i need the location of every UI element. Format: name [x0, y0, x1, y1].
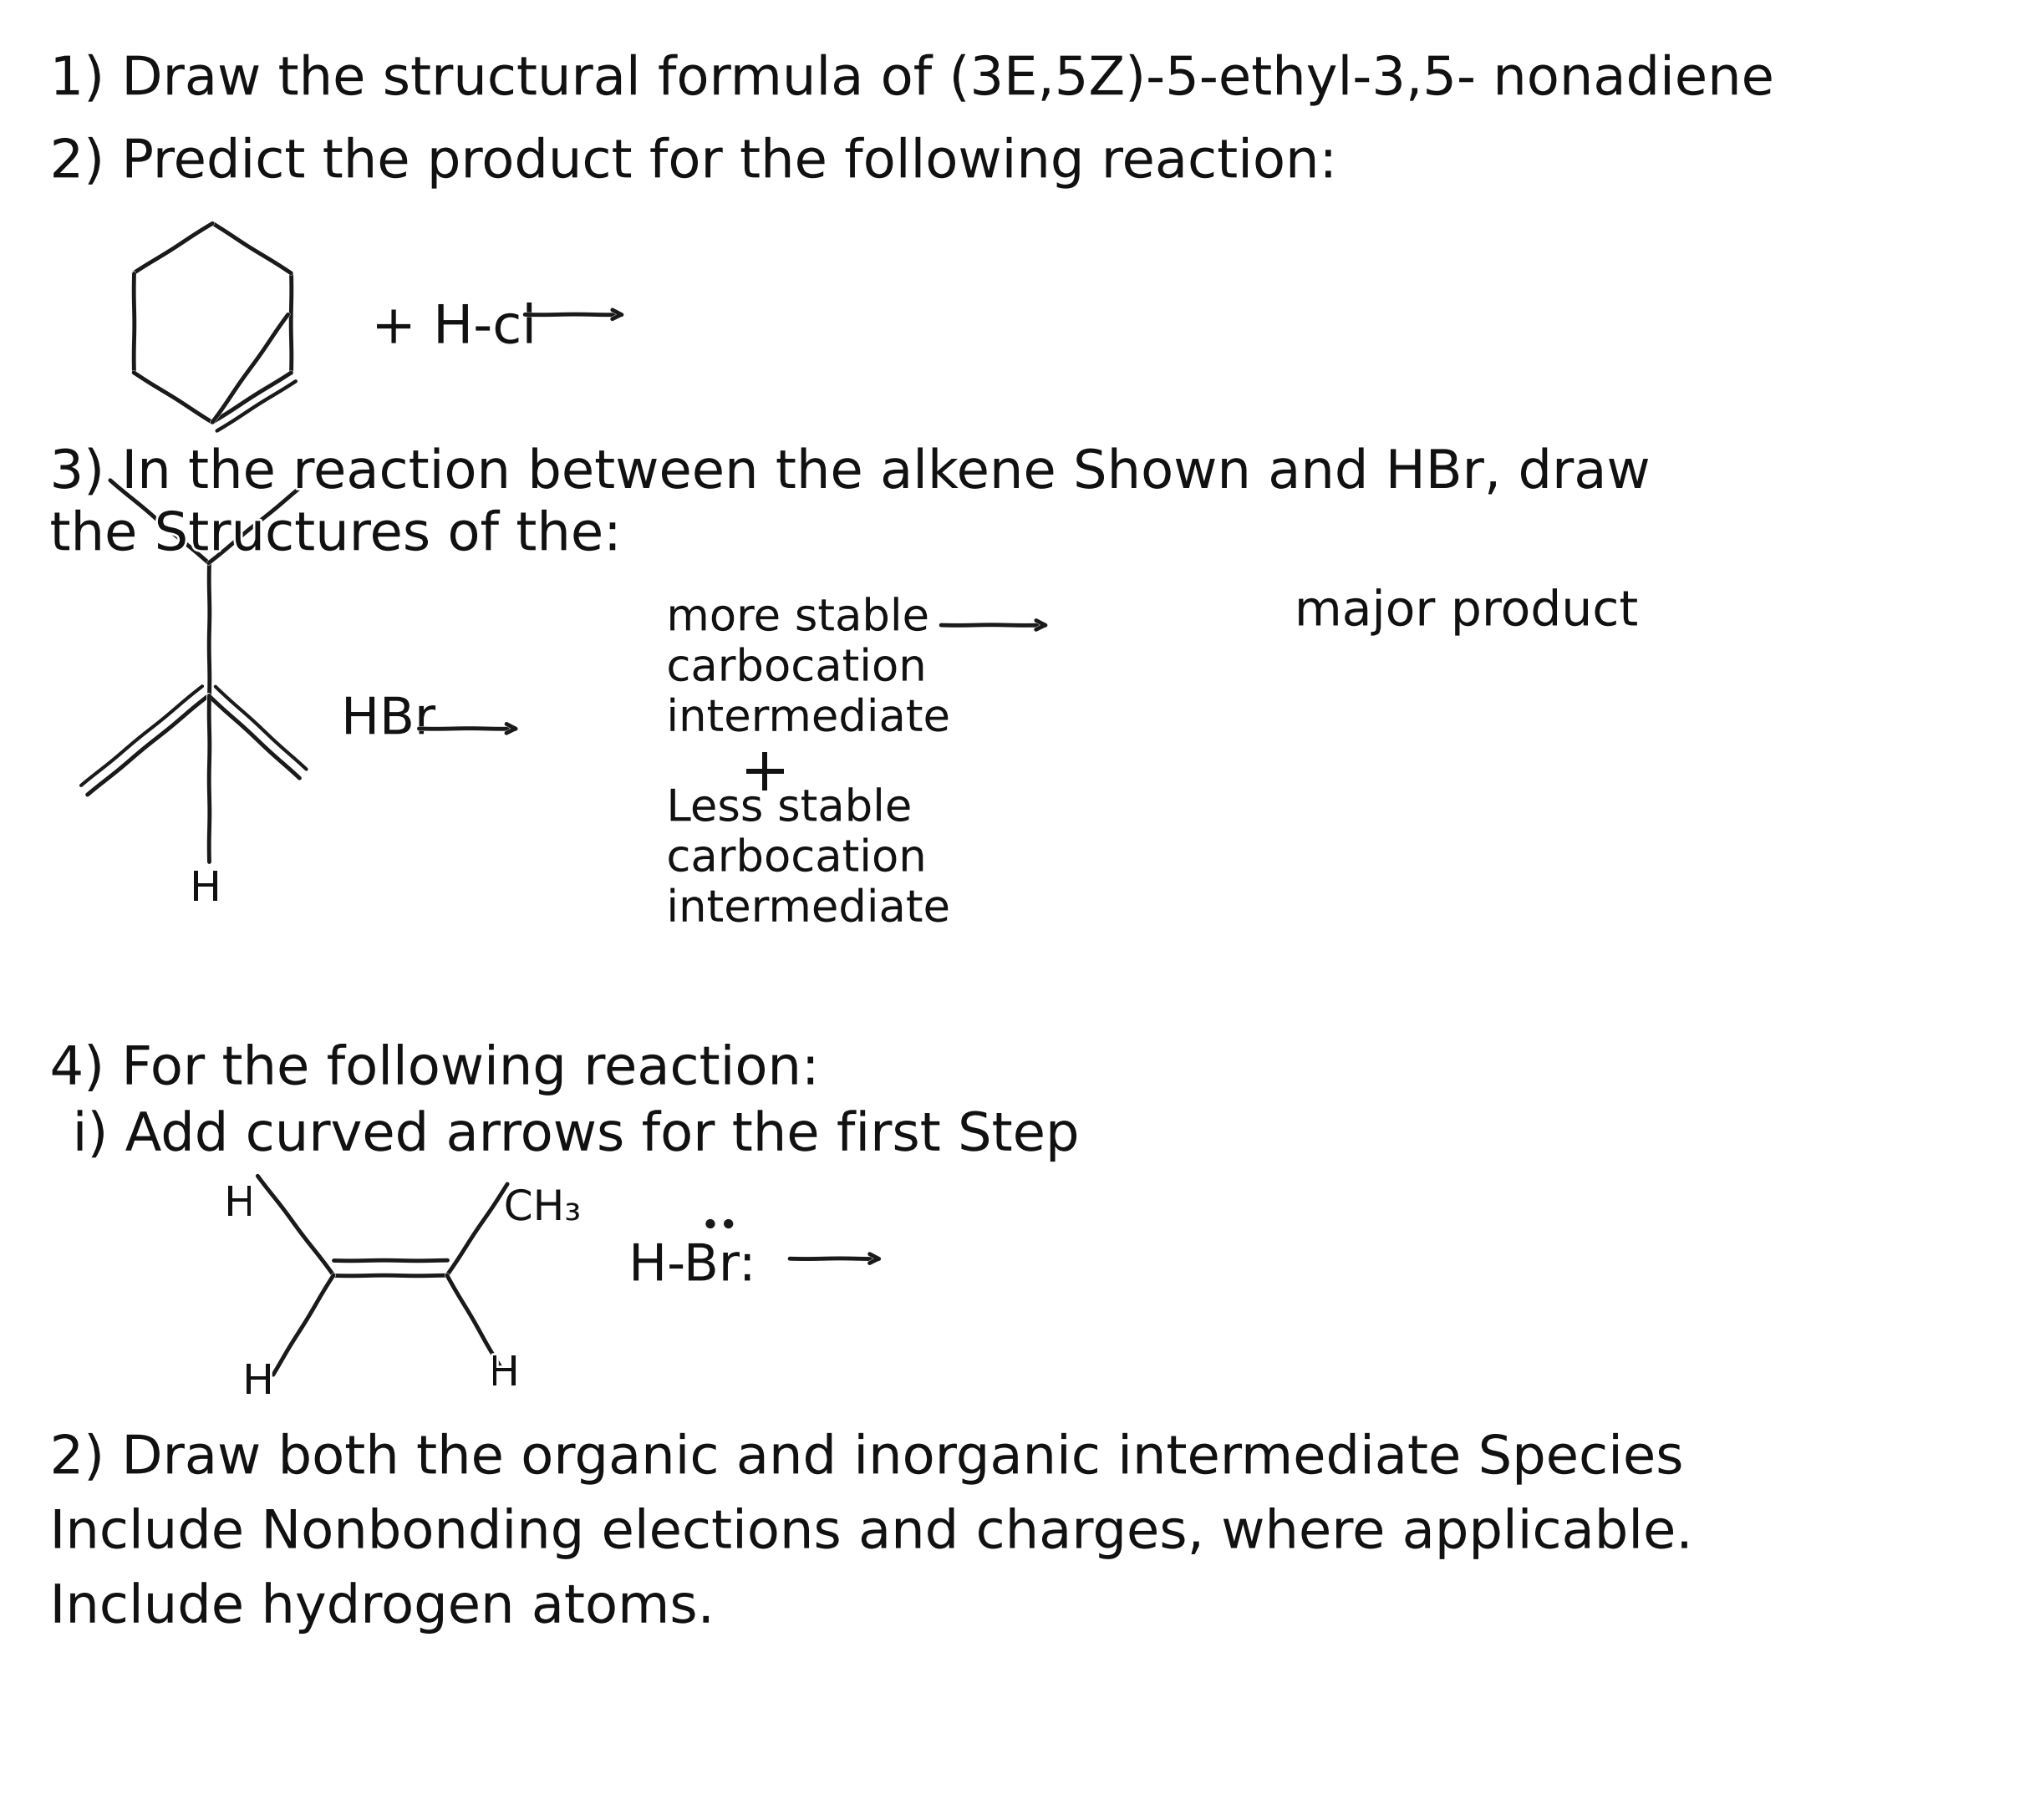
Text: 3) In the reaction between the alkene Shown and HBr, draw: 3) In the reaction between the alkene Sh…: [49, 448, 1648, 499]
Text: Less stable
carbocation
intermediate: Less stable carbocation intermediate: [667, 786, 951, 930]
Text: H: H: [224, 1185, 255, 1225]
Text: + H-cl: + H-cl: [371, 302, 537, 353]
Text: CH₃: CH₃: [504, 1188, 581, 1229]
Text: H-Br:: H-Br:: [628, 1241, 757, 1292]
Text: i) Add curved arrows for the first Step: i) Add curved arrows for the first Step: [73, 1110, 1079, 1161]
Text: 4) For the following reaction:: 4) For the following reaction:: [49, 1043, 818, 1096]
Text: H: H: [490, 1354, 520, 1394]
Text: +: +: [741, 744, 789, 803]
Text: 1) Draw the structural formula of (3E,5Z)-5-ethyl-3,5- nonadiene: 1) Draw the structural formula of (3E,5Z…: [49, 53, 1773, 106]
Text: H: H: [243, 1361, 273, 1401]
Text: the Structures of the:: the Structures of the:: [49, 510, 620, 561]
Text: Include Nonbonding elections and charges, where applicable.: Include Nonbonding elections and charges…: [49, 1507, 1691, 1560]
Text: HBr: HBr: [341, 695, 437, 744]
Text: more stable
carbocation
intermediate: more stable carbocation intermediate: [667, 597, 951, 741]
Text: H: H: [190, 870, 220, 910]
Text: major product: major product: [1295, 588, 1638, 635]
Text: Include hydrogen atoms.: Include hydrogen atoms.: [49, 1582, 714, 1634]
Text: 2) Predict the product for the following reaction:: 2) Predict the product for the following…: [49, 136, 1336, 187]
Text: 2) Draw both the organic and inorganic intermediate Species: 2) Draw both the organic and inorganic i…: [49, 1432, 1681, 1485]
